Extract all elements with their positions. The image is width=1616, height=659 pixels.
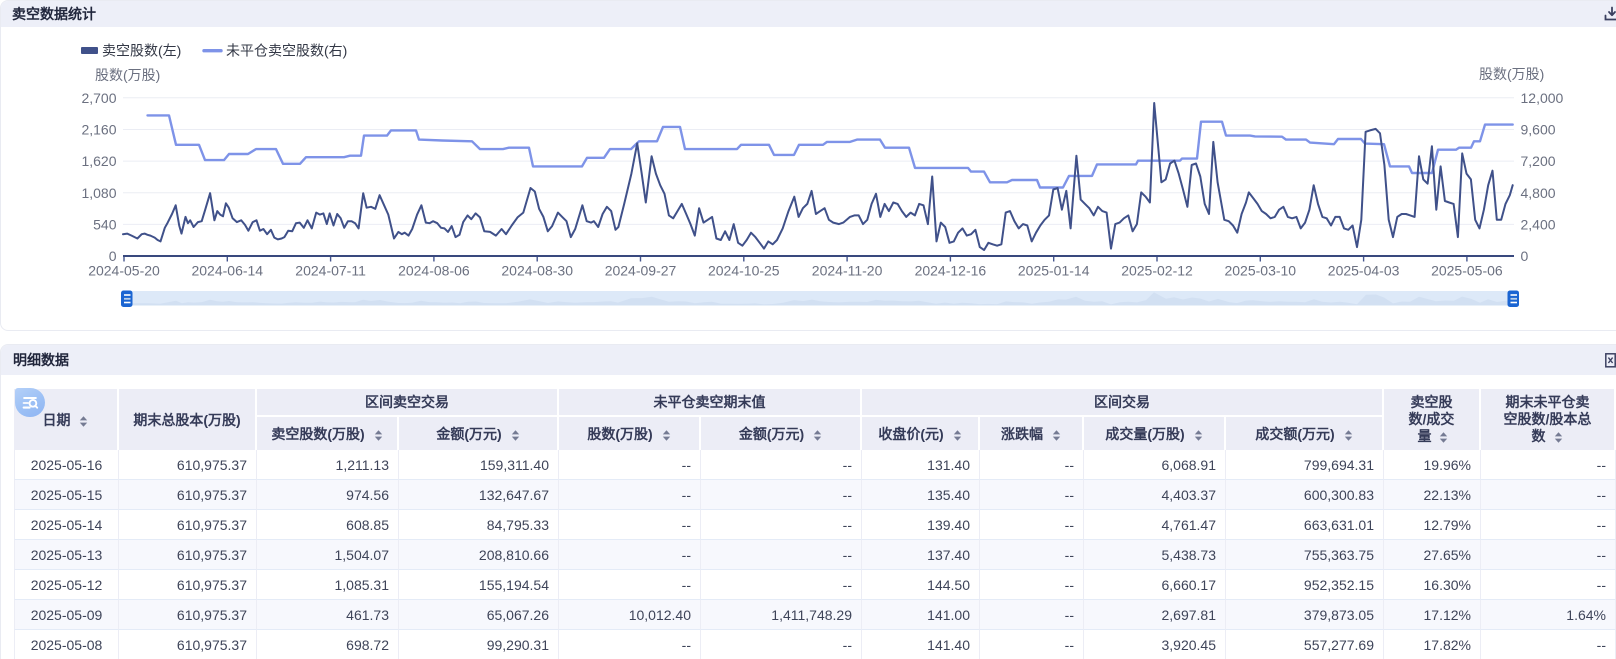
svg-text:7,200: 7,200 — [1521, 153, 1556, 169]
svg-text:4,800: 4,800 — [1521, 185, 1556, 201]
svg-text:2024-06-14: 2024-06-14 — [191, 263, 263, 279]
svg-text:2024-12-16: 2024-12-16 — [915, 263, 987, 279]
svg-text:1,080: 1,080 — [81, 185, 116, 201]
svg-text:2024-07-11: 2024-07-11 — [295, 263, 366, 279]
svg-text:卖空股数(左): 卖空股数(左) — [102, 43, 181, 59]
svg-text:股数(万股): 股数(万股) — [95, 67, 160, 83]
svg-text:2,160: 2,160 — [81, 122, 116, 138]
svg-text:12,000: 12,000 — [1521, 90, 1564, 106]
svg-text:2024-08-30: 2024-08-30 — [501, 263, 573, 279]
svg-text:540: 540 — [93, 216, 117, 232]
svg-text:2024-11-20: 2024-11-20 — [812, 263, 883, 279]
svg-text:2025-04-03: 2025-04-03 — [1328, 263, 1400, 279]
svg-text:未平仓卖空股数(右): 未平仓卖空股数(右) — [226, 43, 347, 59]
svg-text:2025-03-10: 2025-03-10 — [1224, 263, 1296, 279]
svg-text:股数(万股): 股数(万股) — [1479, 66, 1544, 82]
svg-text:2024-08-06: 2024-08-06 — [398, 263, 470, 279]
svg-text:2024-09-27: 2024-09-27 — [605, 263, 677, 279]
svg-text:2024-05-20: 2024-05-20 — [88, 263, 160, 279]
svg-text:2025-02-12: 2025-02-12 — [1121, 263, 1193, 279]
svg-text:9,600: 9,600 — [1521, 122, 1556, 138]
svg-text:2025-01-14: 2025-01-14 — [1018, 263, 1090, 279]
svg-text:0: 0 — [109, 248, 117, 264]
svg-text:2025-05-06: 2025-05-06 — [1431, 263, 1503, 279]
svg-text:2024-10-25: 2024-10-25 — [708, 263, 780, 279]
svg-text:2,400: 2,400 — [1521, 216, 1556, 232]
svg-text:0: 0 — [1521, 248, 1529, 264]
svg-text:2,700: 2,700 — [81, 90, 116, 106]
svg-text:1,620: 1,620 — [81, 153, 116, 169]
